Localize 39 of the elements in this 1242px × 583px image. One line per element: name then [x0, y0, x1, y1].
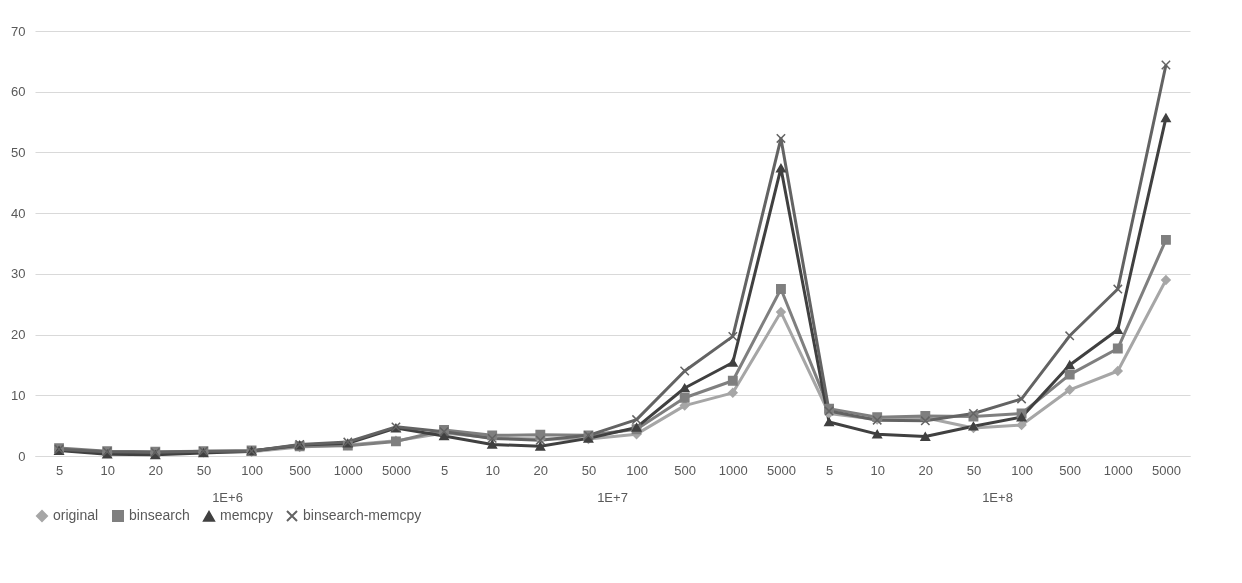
x-tick-label: 10 — [100, 462, 115, 478]
x-tick-label: 100 — [626, 462, 648, 478]
y-tick-label: 10 — [11, 387, 26, 403]
y-tick-label: 50 — [11, 144, 26, 160]
x-tick-label: 500 — [1059, 462, 1082, 478]
x-tick-label: 10 — [485, 462, 500, 478]
x-tick-label: 50 — [966, 462, 982, 478]
x-tick-label: 50 — [581, 462, 597, 478]
text: 1E+8 — [982, 490, 1013, 505]
x-tick-label: 20 — [148, 462, 164, 478]
x-tick-label: 1000 — [333, 462, 363, 478]
x-tick-label: 1000 — [1103, 462, 1133, 478]
legend-label: original — [53, 507, 99, 523]
y-tick-label: 70 — [11, 23, 26, 39]
x-tick-label: 500 — [289, 462, 312, 478]
x-tick-label: 500 — [674, 462, 697, 478]
y-tick-label: 30 — [11, 266, 26, 282]
x-tick-label: 5 — [55, 462, 64, 478]
y-tick-label: 0 — [18, 448, 26, 464]
x-tick-label: 5000 — [381, 462, 411, 478]
legend-label: memcpy — [220, 507, 273, 524]
x-tick-label: 5000 — [1151, 462, 1181, 478]
x-tick-label: 5 — [440, 462, 449, 478]
x-tick-label: 1000 — [718, 462, 748, 478]
y-tick-label: 20 — [11, 327, 26, 343]
x-tick-label: 100 — [241, 462, 263, 478]
legend-label: binsearch — [129, 507, 190, 523]
x-tick-label: 5 — [825, 462, 834, 478]
y-tick-label: 60 — [11, 84, 26, 100]
x-tick-label: 20 — [533, 462, 549, 478]
x-tick-label: 5000 — [766, 462, 796, 478]
x-tick-label: 20 — [918, 462, 934, 478]
x-tick-label: 100 — [1011, 462, 1033, 478]
y-tick-label: 40 — [11, 205, 26, 221]
text: 1E+6 — [212, 490, 243, 505]
text: 1E+7 — [597, 490, 628, 505]
x-tick-label: 10 — [870, 462, 885, 478]
legend-label: binsearch-memcpy — [303, 507, 422, 523]
x-tick-label: 50 — [196, 462, 212, 478]
